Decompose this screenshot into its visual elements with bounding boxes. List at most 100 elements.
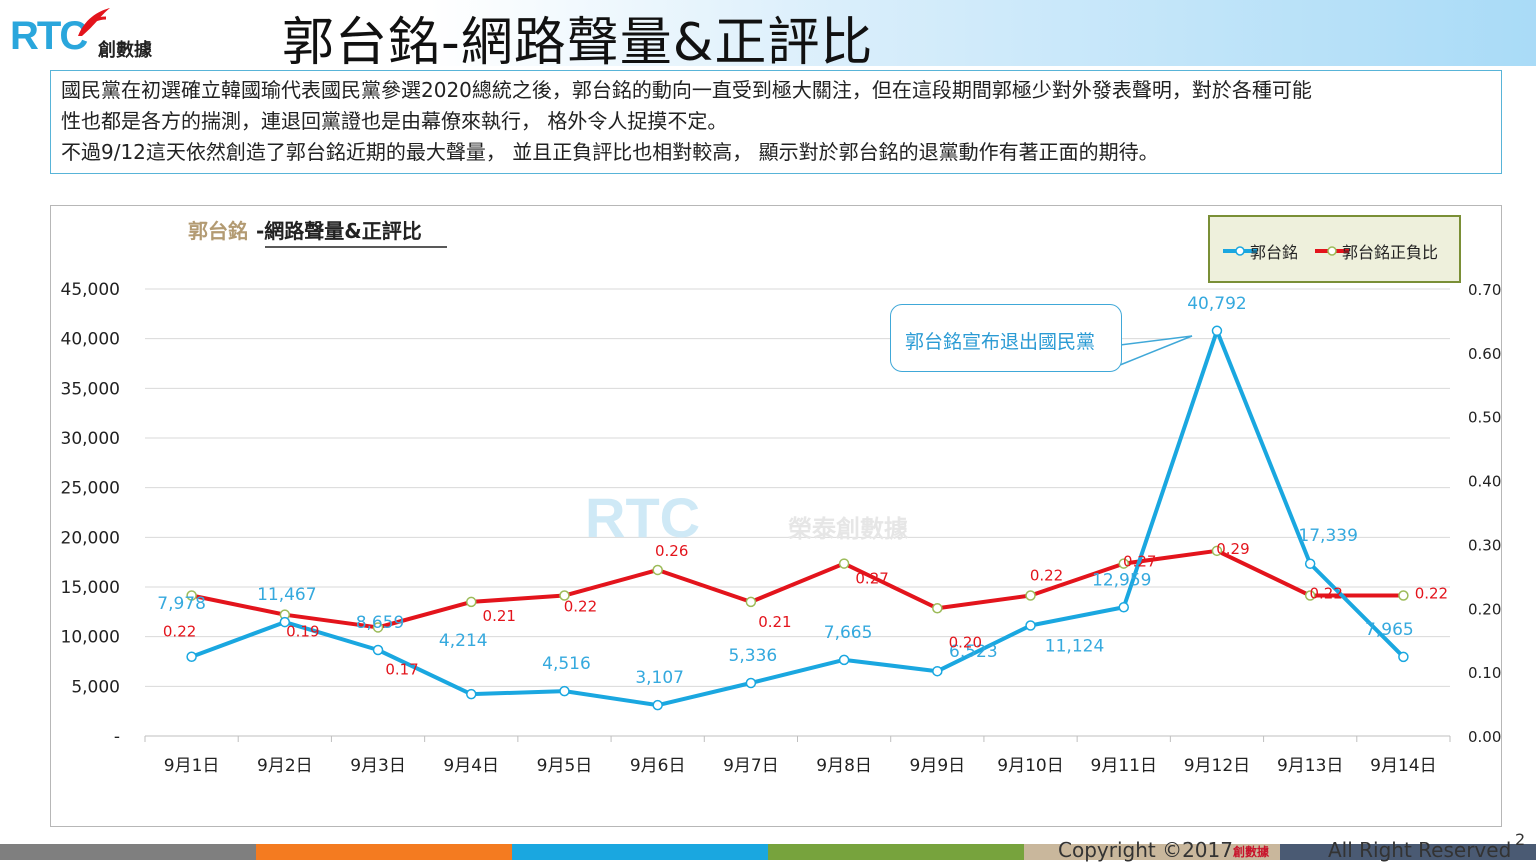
x-tick-label: 9月14日 <box>1370 756 1436 776</box>
series-line-ratio <box>191 548 1404 630</box>
volume-point <box>932 665 943 677</box>
chart-title: 郭台銘 -網路聲量&正評比 <box>188 219 447 248</box>
y-right-tick-label: 0.00 <box>1468 728 1501 746</box>
x-tick-label: 9月13日 <box>1277 756 1343 776</box>
legend-label-ratio: 郭台銘正負比 <box>1342 243 1439 262</box>
ratio-point <box>932 603 943 614</box>
y-left-tick-label: 25,000 <box>61 479 120 499</box>
footer-stripe-2 <box>256 844 512 860</box>
watermark: RTC 榮泰創數據 <box>585 486 909 549</box>
ratio-data-label: 0.22 <box>1309 585 1342 603</box>
series-line-volume <box>190 328 1405 708</box>
ratio-data-label: 0.17 <box>385 660 418 678</box>
axes: - 5,000 10,000 15,000 20,000 25,000 30,000 35,0… <box>61 280 1502 776</box>
ratio-data-label: 0.22 <box>1030 567 1063 585</box>
ratio-data-label: 0.26 <box>655 542 688 560</box>
x-tick-label: 9月6日 <box>630 756 686 776</box>
ratio-data-label: 0.29 <box>1216 540 1249 558</box>
volume-data-label: 11,467 <box>257 585 316 605</box>
logo-text: RTC <box>10 14 88 58</box>
volume-data-label: 8,659 <box>356 613 405 633</box>
footer-stripe-3 <box>512 844 768 860</box>
ratio-data-label: 0.20 <box>949 633 982 651</box>
footer-stripe-1 <box>0 844 256 860</box>
volume-data-label: 7,665 <box>824 623 873 643</box>
volume-point <box>1025 620 1036 631</box>
logo-chinese-name: 創數據 <box>98 40 152 61</box>
ratio-point <box>1304 590 1316 601</box>
y-right-tick-label: 0.10 <box>1468 664 1501 682</box>
y-left-tick-label: 30,000 <box>61 429 120 449</box>
ratio-point <box>1025 590 1036 601</box>
footer-bar <box>0 844 1536 860</box>
volume-data-label: 4,214 <box>439 631 488 651</box>
page-number: 2 <box>1515 830 1526 849</box>
y-left-tick-label: 15,000 <box>61 578 120 598</box>
rights-text: All Right Reserved <box>1328 838 1512 862</box>
volume-point <box>559 685 570 697</box>
description-box: 國民黨在初選確立韓國瑜代表國民黨參選2020總統之後，郭台銘的動向一直受到極大關… <box>50 70 1502 174</box>
volume-data-label: 6,523 <box>949 642 998 662</box>
volume-data-label: 17,339 <box>1298 526 1357 546</box>
volume-point <box>279 616 291 628</box>
x-tick-label: 9月3日 <box>350 756 406 776</box>
volume-point <box>1304 558 1316 570</box>
copyright-text: Copyright ©2017 <box>1058 838 1233 862</box>
watermark-text: 榮泰創數據 <box>788 515 909 543</box>
ratio-data-label: 0.21 <box>483 607 516 625</box>
ratio-data-label: 0.27 <box>1123 553 1156 571</box>
legend-swatch-ratio <box>1315 246 1349 256</box>
volume-point <box>1211 325 1223 337</box>
volume-point <box>745 677 757 689</box>
y-left-tick-label: 45,000 <box>61 280 120 300</box>
footer-stripe-5 <box>1024 844 1280 860</box>
volume-point <box>1118 602 1129 613</box>
series <box>186 325 1409 711</box>
volume-data-label: 3,107 <box>635 668 684 688</box>
footer-logo: 創數據 <box>1233 845 1270 859</box>
volume-data-label: 7,978 <box>157 594 206 614</box>
volume-point <box>838 654 850 666</box>
chart-title-part-1: 郭台銘 <box>188 219 248 243</box>
footer-stripe-4 <box>768 844 1024 860</box>
ratio-point <box>838 558 850 569</box>
volume-point <box>1398 651 1409 663</box>
chart-legend: 郭台銘 郭台銘正負比 <box>1208 215 1461 283</box>
ratio-data-label: 0.22 <box>1415 585 1448 603</box>
y-left-tick-label: 40,000 <box>61 330 120 350</box>
logo-swirl-icon <box>78 8 110 36</box>
y-left-tick-label: 20,000 <box>61 528 120 548</box>
ratio-point <box>745 596 757 608</box>
x-tick-label: 9月11日 <box>1091 756 1157 776</box>
y-right-tick-label: 0.50 <box>1468 409 1501 427</box>
rtc-logo: RTC 創數據 <box>10 8 180 61</box>
callout-text: 郭台銘宣布退出國民黨 <box>905 331 1096 353</box>
y-right-tick-label: 0.60 <box>1468 345 1501 363</box>
x-tick-label: 9月10日 <box>997 756 1063 776</box>
ratio-point <box>1398 590 1409 601</box>
ratio-point <box>372 622 384 633</box>
description-line-3: 不過9/12這天依然創造了郭台銘近期的最大聲量， 並且正負評比也相對較高， 顯示… <box>61 140 1159 164</box>
legend-label-volume: 郭台銘 <box>1250 243 1299 262</box>
page-title: 郭台銘-網路聲量&正評比 <box>282 13 874 73</box>
ratio-point <box>1211 545 1223 557</box>
ratio-point <box>559 590 570 601</box>
volume-data-label: 7,965 <box>1365 620 1414 640</box>
volume-data-label: 40,792 <box>1187 294 1246 314</box>
y-left-tick-label: 10,000 <box>61 628 120 648</box>
x-tick-label: 9月2日 <box>257 756 313 776</box>
ratio-data-label: 0.22 <box>163 623 196 641</box>
y-right-tick-label: 0.40 <box>1468 473 1501 491</box>
description-line-1: 國民黨在初選確立韓國瑜代表國民黨參選2020總統之後，郭台銘的動向一直受到極大關… <box>61 78 1312 102</box>
x-tick-label: 9月1日 <box>164 756 220 776</box>
ratio-point <box>1118 558 1129 569</box>
x-tick-label: 9月5日 <box>537 756 593 776</box>
volume-data-label: 12,959 <box>1092 570 1151 590</box>
ratio-point <box>652 564 663 576</box>
volume-data-label: 5,336 <box>729 646 778 666</box>
ratio-data-label: 0.19 <box>286 623 319 641</box>
y-right-tick-label: 0.70 <box>1468 281 1501 299</box>
x-tick-label: 9月12日 <box>1184 756 1250 776</box>
chart-title-part-2: -網路聲量&正評比 <box>256 219 422 243</box>
